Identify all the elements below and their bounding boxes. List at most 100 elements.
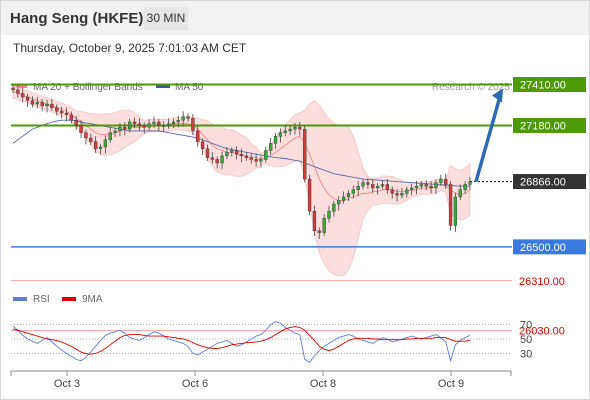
candle-body — [312, 210, 317, 232]
candle-body — [337, 200, 341, 205]
rsi-ma-legend-swatch — [62, 297, 76, 301]
candle-body — [118, 127, 122, 132]
candle-body — [181, 116, 185, 121]
candle-body — [84, 132, 88, 139]
candle-body — [380, 184, 385, 187]
candle-body — [244, 155, 249, 158]
rsi-tick-label: 70 — [520, 320, 532, 332]
candle-body — [346, 193, 351, 198]
rsi-tick-label: 50 — [520, 334, 532, 346]
candle-body — [171, 121, 176, 124]
candle-body — [468, 181, 472, 185]
candle-body — [40, 102, 44, 107]
candle-body — [200, 141, 205, 149]
candle-body — [64, 112, 69, 116]
ma20-legend-label: MA 20 + Bollinger Bands — [33, 82, 143, 93]
candle-body — [400, 193, 404, 196]
candle-body — [30, 100, 35, 105]
rsi-legend-label: RSI — [33, 294, 50, 305]
candle-body — [278, 132, 283, 137]
projection-arrow-shaft — [474, 96, 502, 183]
price-levels: 27410.00 27180.00 26866.00 26500.00 26310.00… — [11, 76, 586, 338]
candle-body — [16, 89, 20, 94]
candle-body — [225, 152, 229, 157]
candle-body — [45, 103, 49, 107]
candle-body — [356, 185, 360, 190]
level-label: 27180.00 — [520, 121, 566, 133]
instrument-title: Hang Seng (HKFE) — [10, 10, 144, 27]
candle-body — [89, 137, 93, 142]
level-label: 26500.00 — [520, 242, 566, 254]
candle-body — [234, 150, 239, 155]
candle-body — [307, 178, 312, 212]
candle-body — [371, 184, 375, 189]
x-axis: Oct 3 Oct 6 Oct 8 Oct 9 — [10, 371, 512, 390]
timeframe-button[interactable]: 30 MIN — [144, 7, 188, 30]
ma50-legend-label: MA 50 — [175, 82, 204, 93]
copyright-label: Research © 2025 Trading Central — [432, 82, 581, 93]
candle-body — [375, 185, 380, 189]
level-label: 26310.00 — [519, 276, 565, 288]
candle-body — [176, 119, 180, 123]
candle-body — [196, 130, 200, 142]
candle-body — [434, 182, 438, 189]
candle-body — [215, 159, 219, 164]
candle-body — [137, 123, 142, 126]
candle-body — [132, 121, 137, 124]
candle-body — [366, 182, 370, 185]
candle-body — [419, 184, 424, 187]
x-tick-label: Oct 3 — [54, 378, 80, 390]
candle-body — [448, 184, 453, 226]
candle-body — [463, 184, 467, 190]
candle-body — [453, 196, 458, 226]
candle-body — [361, 182, 365, 187]
candle-body — [157, 121, 161, 126]
candle-body — [288, 128, 292, 132]
candle-body — [254, 159, 258, 162]
candle-body — [414, 185, 419, 189]
candle-body — [186, 116, 190, 119]
candle-body — [191, 118, 195, 132]
x-tick-label: Oct 8 — [310, 378, 336, 390]
candle-body — [259, 159, 263, 162]
candle-body — [385, 184, 390, 190]
candle-body — [103, 139, 108, 148]
candle-body — [166, 123, 171, 126]
candle-body — [405, 189, 409, 194]
rsi-tick-label: 30 — [520, 349, 532, 361]
candle-body — [162, 125, 166, 127]
candles — [11, 84, 472, 240]
candle-body — [79, 125, 83, 133]
timestamp: Thursday, October 9, 2025 7:01:03 AM CET — [13, 41, 247, 55]
candle-body — [327, 210, 331, 219]
projection-arrow — [474, 88, 503, 183]
candle-body — [98, 146, 103, 149]
ma50-legend-swatch — [156, 84, 170, 88]
rsi-panel: 70 50 30 — [11, 320, 532, 363]
candle-body — [11, 87, 15, 91]
candle-body — [341, 196, 346, 201]
candle-body — [69, 114, 73, 121]
level-label: 26866.00 — [520, 177, 566, 189]
candle-body — [220, 155, 224, 164]
x-tick-label: Oct 9 — [438, 378, 464, 390]
candle-body — [439, 178, 443, 183]
candle-body — [142, 125, 146, 128]
header-bar — [1, 1, 589, 35]
candle-body — [264, 150, 268, 160]
candle-body — [424, 184, 428, 187]
candle-body — [273, 136, 278, 144]
candle-body — [390, 189, 394, 194]
candle-body — [303, 128, 307, 180]
candle-body — [444, 178, 448, 185]
x-tick-label: Oct 6 — [182, 378, 208, 390]
level-label-box — [513, 118, 586, 134]
candle-body — [50, 103, 54, 108]
candle-body — [269, 143, 273, 151]
candle-body — [152, 121, 156, 124]
candle-body — [113, 130, 117, 133]
level-label: 26030.00 — [519, 326, 565, 338]
rsi-ma-line — [12, 326, 471, 355]
level-label-box — [513, 174, 586, 190]
